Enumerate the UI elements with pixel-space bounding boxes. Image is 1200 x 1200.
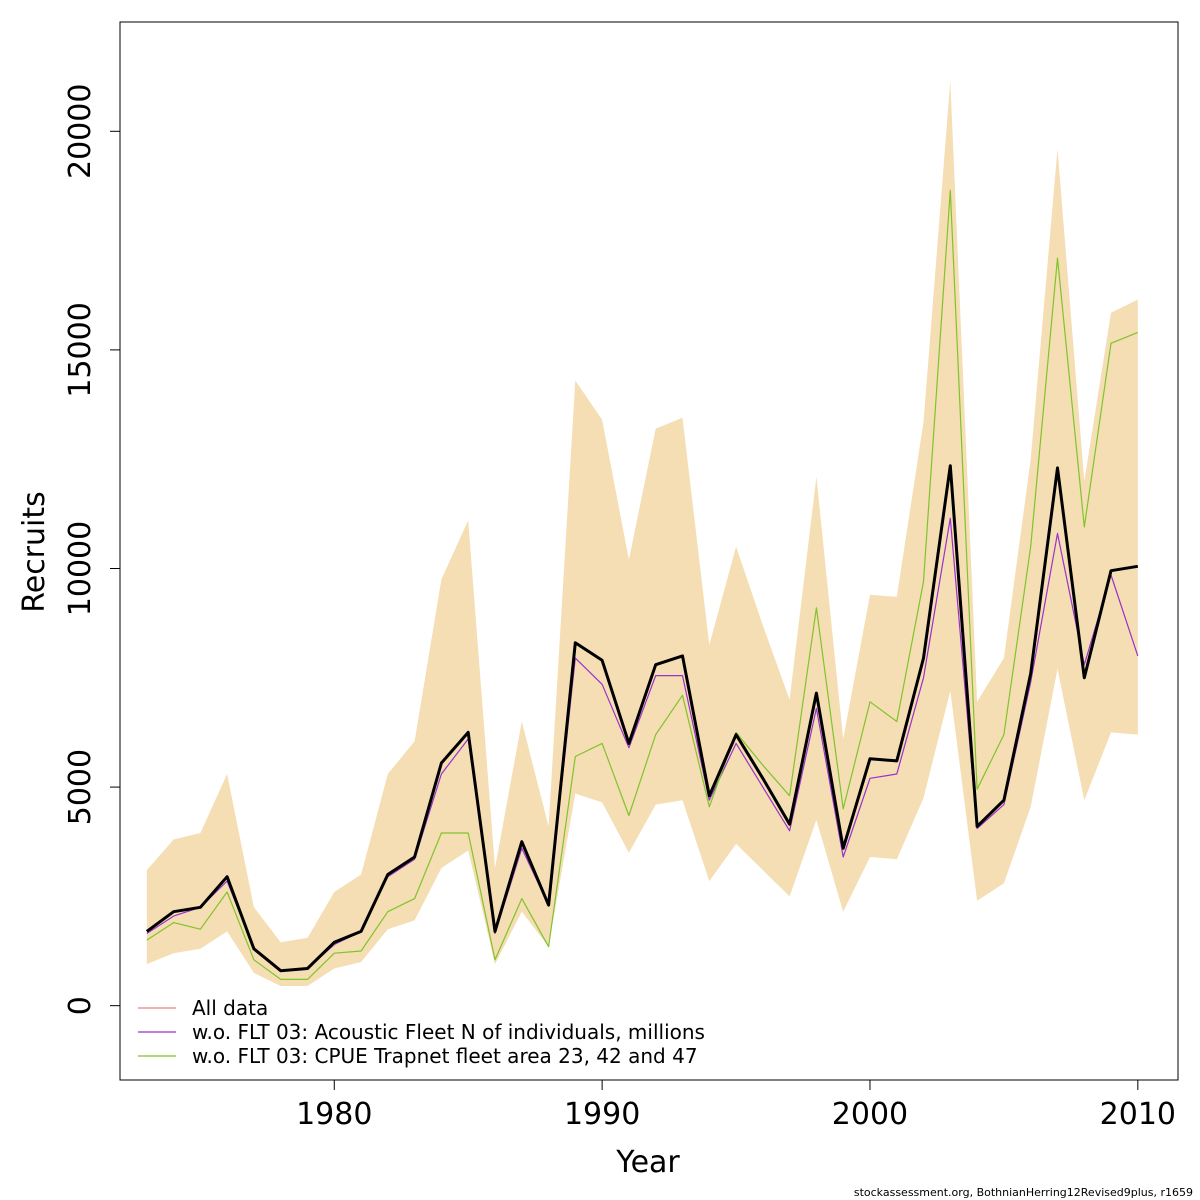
x-tick-label: 2010 xyxy=(1100,1097,1176,1132)
y-axis-title: Recruits xyxy=(17,491,52,613)
y-tick-label: 10000 xyxy=(63,521,98,616)
y-tick-label: 5000 xyxy=(63,749,98,825)
legend-label: All data xyxy=(192,996,268,1020)
series-line-3 xyxy=(145,464,1139,973)
y-axis: 0 5000 10000 15000 20000 xyxy=(63,84,121,1015)
y-tick-label: 15000 xyxy=(63,302,98,397)
series-line-2 xyxy=(146,189,1139,981)
legend-label: w.o. FLT 03: CPUE Trapnet fleet area 23,… xyxy=(192,1044,698,1068)
y-tick-label: 0 xyxy=(63,996,98,1015)
x-tick-label: 1980 xyxy=(296,1097,372,1132)
confidence-band xyxy=(146,81,1138,986)
series-layer xyxy=(145,189,1139,981)
x-axis-title: Year xyxy=(615,1145,680,1180)
credit-text: stockassessment.org, BothnianHerring12Re… xyxy=(854,1186,1193,1199)
legend-label: w.o. FLT 03: Acoustic Fleet N of individ… xyxy=(192,1020,705,1044)
x-axis: 1980 1990 2000 2010 xyxy=(296,1079,1176,1132)
x-tick-label: 2000 xyxy=(832,1097,908,1132)
y-tick-label: 20000 xyxy=(63,84,98,179)
x-tick-label: 1990 xyxy=(564,1097,640,1132)
confidence-band-layer xyxy=(146,81,1138,986)
